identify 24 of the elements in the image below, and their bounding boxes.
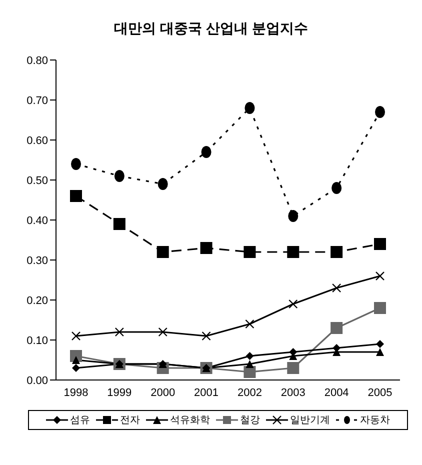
x-tick-label: 2004	[324, 386, 349, 399]
y-tick-label: 0.10	[26, 334, 48, 347]
y-tick-label: 0.30	[26, 254, 48, 267]
y-tick-label: 0.60	[26, 134, 48, 147]
x-tick-label: 2003	[280, 386, 306, 399]
legend-label: 철강	[240, 414, 260, 427]
x-tick-label: 2001	[194, 386, 219, 399]
x-tick-label: 1999	[107, 386, 132, 399]
legend-label: 전자	[120, 414, 140, 427]
y-tick-label: 0.00	[26, 374, 48, 387]
legend-label: 석유화학	[170, 414, 210, 427]
y-tick-label: 0.70	[26, 94, 48, 107]
y-tick-label: 0.40	[26, 214, 48, 227]
x-tick-label: 2005	[368, 386, 392, 399]
x-tick-label: 2002	[237, 386, 262, 399]
legend-label: 일반기계	[290, 414, 330, 427]
chart-title: 대만의 대중국 산업내 분업지수	[113, 20, 309, 38]
legend-label: 자동차	[360, 414, 390, 427]
legend-label: 섬유	[70, 414, 90, 427]
y-tick-label: 0.80	[26, 54, 48, 67]
y-tick-label: 0.50	[26, 174, 48, 187]
x-tick-label: 2000	[150, 386, 176, 399]
x-tick-label: 1998	[64, 386, 88, 399]
y-tick-label: 0.20	[26, 294, 48, 307]
